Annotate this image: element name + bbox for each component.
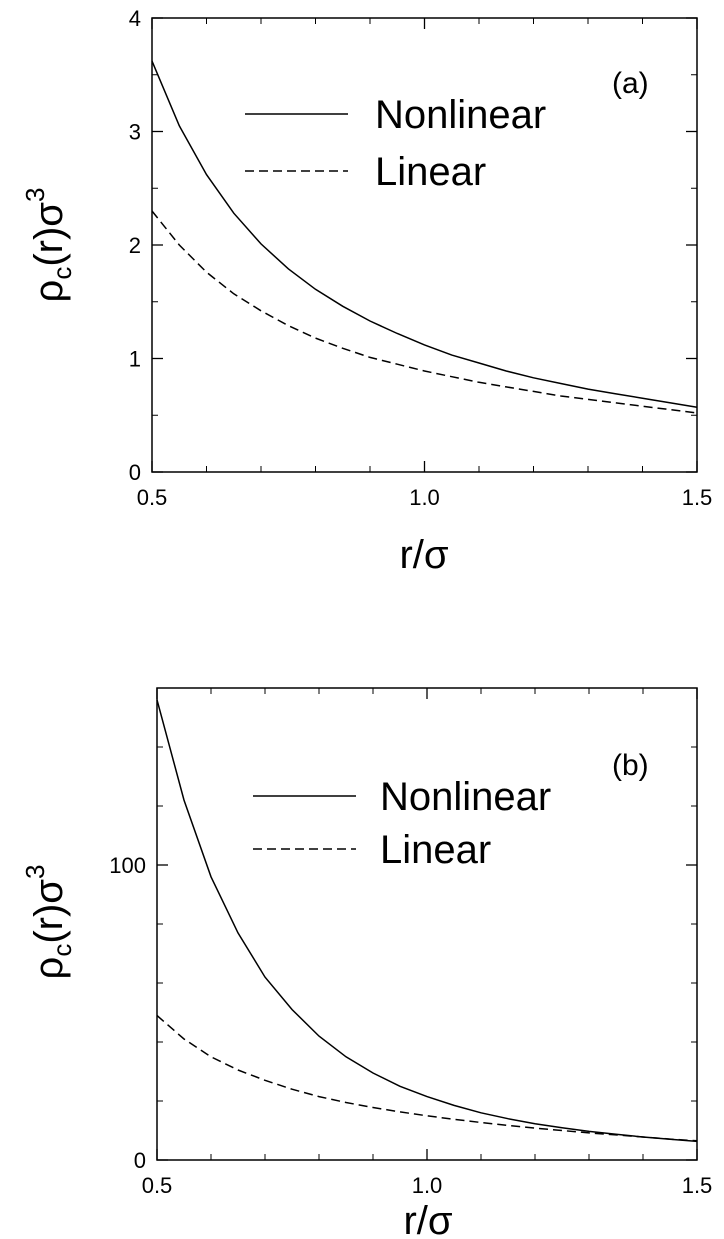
series-line-linear [152,211,697,413]
x-axis-label: r/σ [399,533,448,577]
x-tick-label: 1.0 [412,1173,443,1198]
chart-panel-0: 0.5 1.0 1.5 0 1 2 3 4 Nonlinear Linear (a) r/σ ρc(r)… [20,6,712,577]
legend-label-nonlinear: Nonlinear [380,775,551,819]
x-tick-label: 1.0 [409,485,440,510]
x-axis-label: r/σ [403,1199,452,1239]
y-axis-label: ρc(r)σ3 [20,865,77,980]
panel-label: (b) [612,749,649,782]
y-tick-label: 1 [129,347,141,372]
y-tick-label: 0 [134,1148,146,1173]
x-tick-label: 0.5 [142,1173,173,1198]
y-tick-label: 100 [109,853,146,878]
legend-label-linear: Linear [375,150,486,194]
y-tick-label: 4 [129,6,141,31]
y-axis-label: ρc(r)σ3 [20,188,77,303]
legend-label-nonlinear: Nonlinear [375,93,546,137]
y-tick-label: 3 [129,120,141,145]
y-tick-label: 2 [129,233,141,258]
y-tick-label: 0 [129,460,141,485]
series-line-linear [157,1016,697,1141]
chart-panel-1: 0.5 1.0 1.5 0 100 Nonlinear Linear (b) r/σ ρc(r)σ… [20,688,712,1239]
legend-label-linear: Linear [380,828,491,872]
x-tick-label: 1.5 [682,1173,713,1198]
x-tick-label: 0.5 [137,485,168,510]
x-tick-label: 1.5 [682,485,713,510]
panel-label: (a) [612,67,649,100]
